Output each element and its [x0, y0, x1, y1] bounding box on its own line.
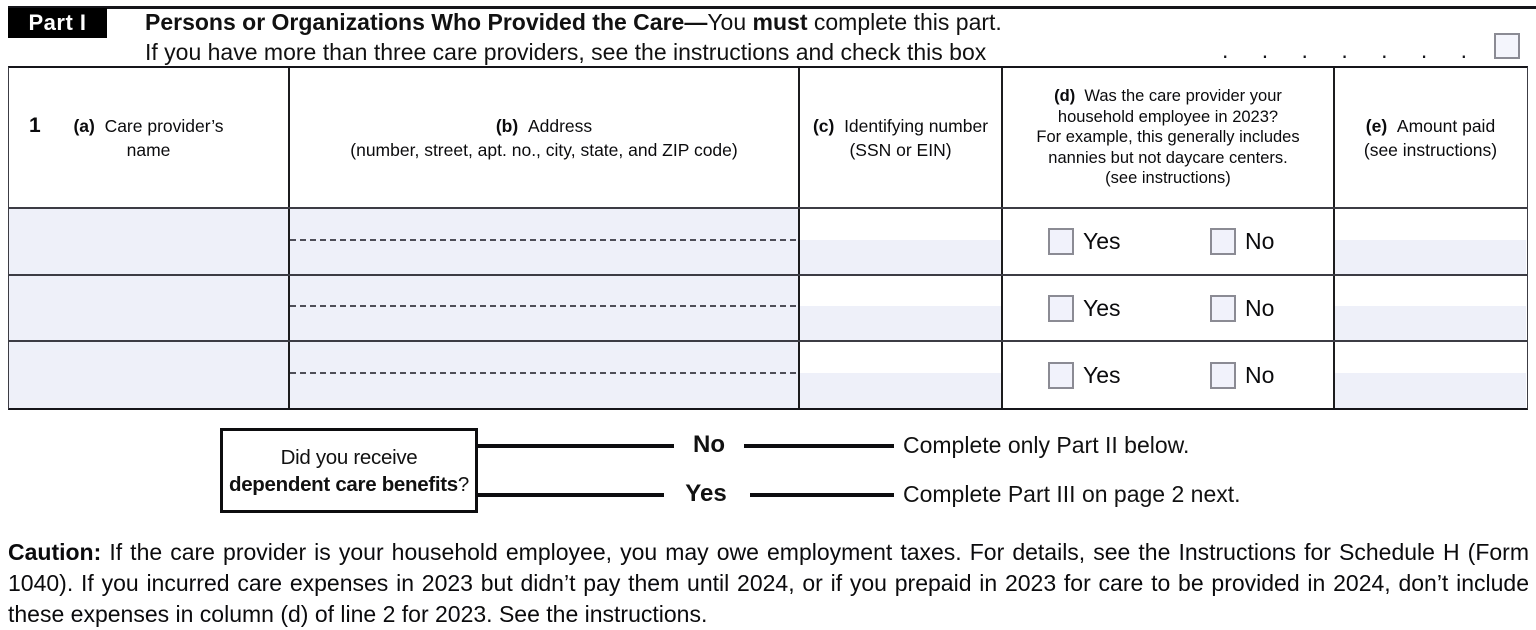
no-branch-line [478, 444, 674, 448]
more-than-three-providers-checkbox[interactable] [1494, 33, 1520, 59]
question-line1: Did you receive [280, 445, 418, 469]
yes-branch-result: Complete Part III on page 2 next. [903, 481, 1241, 507]
yes-branch-line [478, 493, 664, 497]
yes-label: Yes [1083, 228, 1121, 254]
col-header-care-provider-name: 1 (a) Care provider’s name [9, 68, 290, 207]
caution-paragraph: Caution: If the care provider is your ho… [8, 539, 1529, 627]
yes-branch-line [750, 493, 894, 497]
part-i-label: Part I [28, 10, 87, 35]
no-branch-line [744, 444, 894, 448]
identifying-number-field[interactable] [800, 276, 1003, 340]
identifying-number-field[interactable] [800, 342, 1003, 408]
dependent-care-benefits-question-box: Did you receive dependent care benefits? [220, 428, 478, 513]
no-checkbox[interactable] [1210, 228, 1236, 255]
part-header-rule [8, 6, 1536, 9]
care-provider-table: 1 (a) Care provider’s name (b) Address (… [8, 66, 1528, 410]
address-dashed-divider [290, 238, 796, 241]
care-provider-name-field[interactable] [9, 209, 290, 274]
yes-label: Yes [1083, 361, 1121, 388]
identifying-number-field[interactable] [800, 209, 1003, 274]
household-employee-cell: Yes No [1003, 342, 1335, 408]
yes-checkbox[interactable] [1048, 361, 1074, 389]
question-line2: dependent care benefits [228, 472, 458, 496]
no-checkbox[interactable] [1210, 361, 1236, 389]
table-header-row: 1 (a) Care provider’s name (b) Address (… [9, 68, 1527, 207]
table-row: Yes No [9, 207, 1527, 274]
amount-paid-field[interactable] [1335, 276, 1526, 340]
yes-label: Yes [1083, 294, 1121, 321]
no-label: No [1245, 361, 1275, 388]
household-employee-cell: Yes No [1003, 276, 1335, 340]
household-employee-cell: Yes No [1003, 209, 1335, 274]
yes-checkbox[interactable] [1048, 294, 1074, 322]
address-field[interactable] [290, 209, 800, 274]
col-header-household-employee: (d) Was the care provider your household… [1003, 68, 1335, 207]
part-title-bold: Persons or Organizations Who Provided th… [145, 9, 708, 35]
address-dashed-divider [290, 305, 796, 308]
line-1-number: 1 [29, 114, 41, 137]
address-field[interactable] [290, 276, 800, 340]
caution-label: Caution: [8, 539, 102, 565]
dot-leader: . . . . . . . . [1222, 37, 1507, 63]
yes-checkbox[interactable] [1048, 228, 1074, 255]
no-label: No [1245, 228, 1275, 254]
care-provider-name-field[interactable] [9, 342, 290, 408]
part-title: Persons or Organizations Who Provided th… [145, 9, 1002, 35]
no-label: No [1245, 294, 1275, 321]
col-header-amount-paid: (e) Amount paid (see instructions) [1363, 115, 1498, 160]
address-field[interactable] [290, 342, 800, 408]
amount-paid-field[interactable] [1335, 209, 1526, 274]
yes-branch-label: Yes [685, 480, 727, 507]
care-provider-name-field[interactable] [9, 276, 290, 340]
amount-paid-field[interactable] [1335, 342, 1526, 408]
part-i-banner: Part I [8, 8, 107, 38]
table-row: Yes No [9, 340, 1527, 408]
no-checkbox[interactable] [1210, 294, 1236, 322]
more-providers-instruction: If you have more than three care provide… [145, 39, 987, 65]
no-branch-label: No [693, 431, 725, 458]
no-branch-result: Complete only Part II below. [903, 432, 1190, 458]
table-row: Yes No [9, 274, 1527, 340]
address-dashed-divider [290, 372, 796, 375]
col-header-identifying-number: (c) Identifying number (SSN or EIN) [800, 68, 1003, 207]
col-header-address: (b) Address (number, street, apt. no., c… [290, 68, 800, 207]
